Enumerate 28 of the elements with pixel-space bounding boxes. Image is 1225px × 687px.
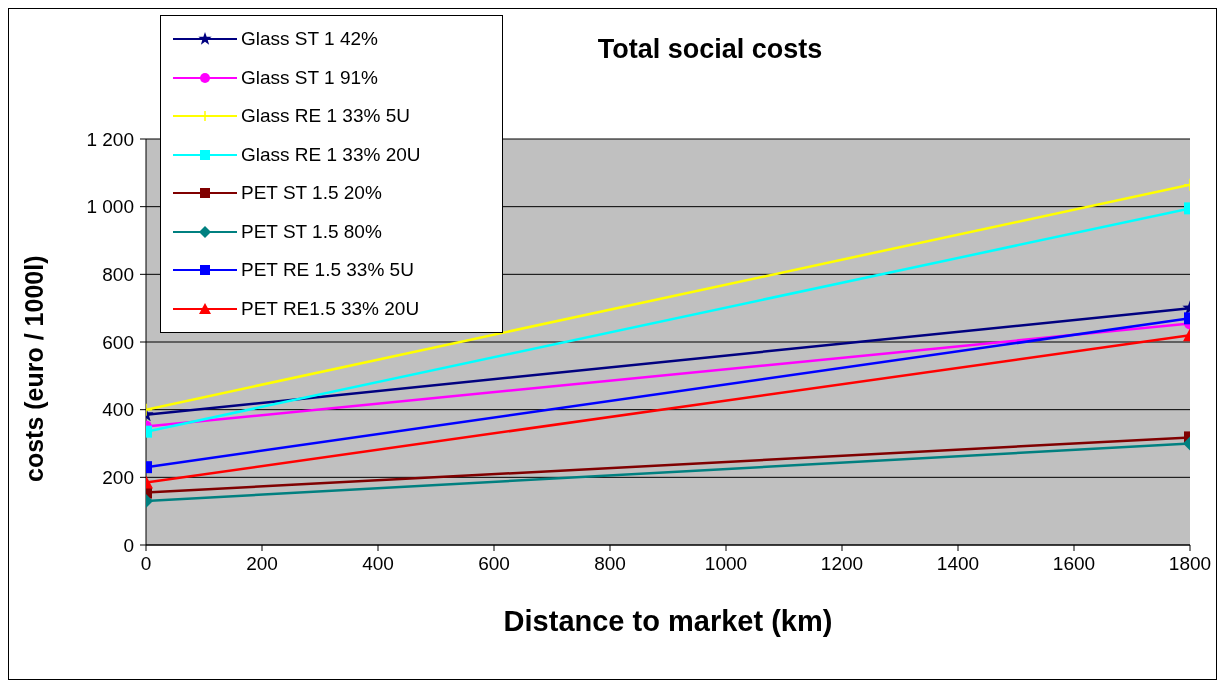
y-tick-label: 400 bbox=[102, 399, 134, 421]
legend-label: Glass ST 1 42% bbox=[241, 28, 378, 51]
y-tick-label: 1 200 bbox=[86, 128, 134, 150]
x-tick-label: 1400 bbox=[936, 553, 980, 575]
legend-label: Glass RE 1 33% 20U bbox=[241, 143, 421, 166]
x-tick-label: 200 bbox=[246, 553, 278, 575]
legend-label: PET ST 1.5 80% bbox=[241, 220, 382, 243]
legend-label: PET RE 1.5 33% 5U bbox=[241, 259, 414, 282]
legend-label: Glass RE 1 33% 5U bbox=[241, 105, 410, 128]
y-tick-label: 800 bbox=[102, 264, 134, 286]
legend-label: PET RE1.5 33% 20U bbox=[241, 297, 420, 320]
x-tick-label: 1200 bbox=[820, 553, 864, 575]
x-tick-label: 600 bbox=[478, 553, 510, 575]
y-tick-label: 0 bbox=[123, 534, 134, 556]
x-axis-title: Distance to market (km) bbox=[503, 605, 833, 637]
x-tick-label: 1000 bbox=[704, 553, 748, 575]
x-tick-label: 1800 bbox=[1168, 553, 1212, 575]
chart-title: Total social costs bbox=[596, 34, 824, 65]
x-tick-label: 0 bbox=[140, 553, 152, 575]
y-tick-label: 200 bbox=[102, 467, 134, 489]
y-tick-label: 1 000 bbox=[86, 196, 134, 218]
y-tick-label: 600 bbox=[102, 331, 134, 353]
x-tick-label: 400 bbox=[362, 553, 394, 575]
legend-label: Glass ST 1 91% bbox=[241, 66, 378, 89]
x-tick-label: 800 bbox=[594, 553, 626, 575]
y-axis-title: costs (euro / 1000l) bbox=[19, 255, 48, 482]
x-tick-label: 1600 bbox=[1052, 553, 1096, 575]
legend-label: PET ST 1.5 20% bbox=[241, 182, 382, 205]
